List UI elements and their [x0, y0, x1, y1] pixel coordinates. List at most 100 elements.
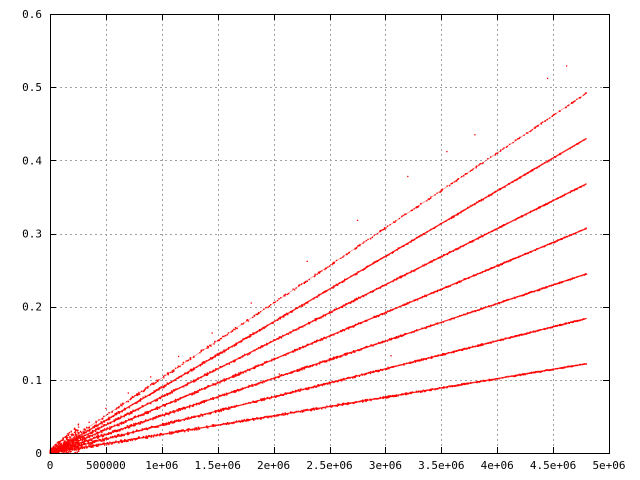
data-point	[251, 417, 254, 420]
data-point	[159, 414, 162, 416]
data-point	[152, 417, 154, 419]
data-point	[59, 443, 62, 445]
data-point	[210, 345, 212, 347]
data-point	[229, 408, 231, 410]
data-point	[103, 435, 105, 437]
data-point	[397, 337, 399, 339]
data-point	[150, 402, 152, 405]
data-point	[230, 331, 232, 333]
data-point	[227, 408, 229, 411]
data-point	[113, 421, 116, 423]
data-point	[194, 427, 196, 429]
data-point	[253, 314, 255, 317]
data-point	[142, 396, 144, 398]
data-point	[104, 424, 106, 426]
data-point	[327, 266, 329, 268]
data-point	[71, 438, 73, 440]
data-point	[299, 388, 301, 390]
data-point	[280, 297, 282, 299]
data-point	[286, 293, 289, 296]
data-point	[102, 429, 105, 431]
data-point	[197, 429, 199, 431]
data-point	[97, 433, 99, 435]
data-point	[189, 357, 192, 359]
data-point	[121, 405, 123, 407]
data-point	[298, 347, 301, 349]
data-point	[527, 132, 529, 134]
data-point	[216, 381, 219, 383]
data-point	[306, 280, 309, 282]
data-point	[73, 440, 75, 442]
data-point	[305, 281, 307, 283]
data-point	[211, 424, 213, 426]
data-point	[153, 390, 155, 392]
data-point	[131, 395, 134, 398]
data-point	[463, 175, 465, 177]
data-point	[90, 432, 92, 435]
data-point	[75, 438, 77, 440]
data-point	[267, 306, 269, 309]
data-point	[283, 294, 285, 297]
data-point	[247, 320, 250, 322]
data-point	[140, 421, 142, 423]
data-point	[128, 426, 131, 429]
data-point	[57, 448, 59, 450]
data-point	[82, 431, 85, 433]
data-point	[91, 431, 93, 434]
grid	[50, 14, 609, 453]
outlier-point	[356, 219, 359, 222]
data-point	[147, 387, 149, 389]
data-point	[214, 340, 216, 342]
data-point	[58, 444, 61, 447]
data-point	[59, 447, 61, 450]
data-point	[184, 408, 186, 410]
data-point	[70, 439, 72, 441]
data-point	[68, 444, 70, 446]
outlier-point	[546, 77, 549, 80]
data-point	[358, 375, 361, 377]
data-point	[424, 294, 426, 296]
data-point	[420, 203, 422, 205]
data-point	[364, 374, 366, 376]
data-point	[69, 448, 71, 450]
data-point	[171, 431, 173, 433]
data-point	[235, 373, 237, 375]
data-point	[117, 425, 119, 427]
data-point	[341, 306, 343, 309]
data-point	[73, 449, 75, 451]
data-point	[167, 421, 170, 424]
data-point	[85, 426, 88, 428]
data-point	[266, 342, 268, 345]
data-point	[71, 440, 73, 443]
data-point	[60, 444, 62, 446]
data-point	[74, 429, 77, 431]
data-point	[280, 337, 283, 339]
data-point	[55, 451, 57, 453]
data-point	[316, 273, 318, 275]
data-point	[315, 318, 317, 320]
data-point	[145, 435, 147, 437]
data-point	[193, 393, 196, 395]
data-point	[82, 436, 84, 438]
data-point	[311, 343, 313, 345]
data-point	[74, 433, 77, 435]
data-point	[461, 383, 463, 385]
data-point	[397, 395, 399, 397]
data-point	[292, 351, 295, 353]
data-point	[430, 196, 432, 198]
data-point	[66, 447, 68, 450]
data-point	[136, 394, 139, 397]
data-point	[385, 368, 387, 371]
data-point	[71, 433, 73, 435]
data-point	[541, 121, 544, 123]
data-point	[314, 273, 316, 275]
data-point	[255, 384, 257, 386]
data-point	[446, 185, 448, 187]
data-point	[320, 408, 323, 410]
data-point	[162, 423, 164, 425]
data-point	[91, 440, 94, 442]
data-point	[174, 398, 177, 401]
data-point	[530, 130, 532, 132]
data-point	[97, 437, 99, 439]
data-point	[324, 361, 326, 363]
